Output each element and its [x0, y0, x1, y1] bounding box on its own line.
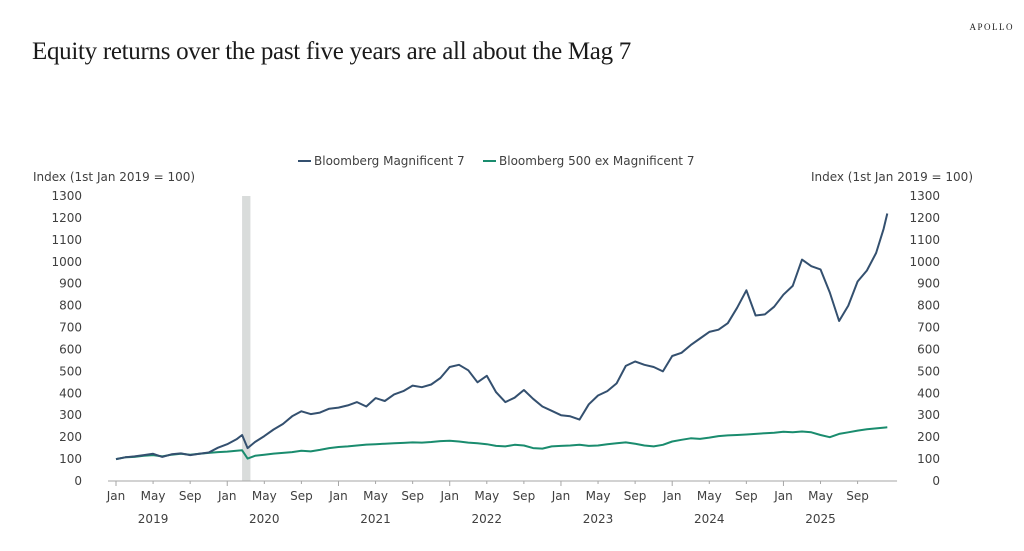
x-year-label: 2020 [249, 512, 280, 526]
series-layer [115, 213, 889, 461]
x-tick-label: Jan [439, 489, 459, 503]
y-tick-left: 300 [59, 408, 82, 422]
x-tick-label: Sep [290, 489, 313, 503]
x-tick-label: Sep [179, 489, 202, 503]
y-tick-left: 1300 [51, 189, 82, 203]
y-tick-left: 1200 [51, 211, 82, 225]
y-tick-right: 900 [917, 277, 940, 291]
x-year-label: 2024 [694, 512, 725, 526]
x-tick-label: May [363, 489, 388, 503]
y-tick-right: 100 [917, 452, 940, 466]
y-tick-right: 200 [917, 430, 940, 444]
y-axis-title-right: Index (1st Jan 2019 = 100) [811, 170, 973, 184]
x-tick-label: May [697, 489, 722, 503]
shaded-region-0 [242, 196, 251, 481]
series-line-ex-mag7 [115, 426, 888, 461]
x-year-label: 2025 [805, 512, 836, 526]
shaded-region-layer [242, 196, 251, 481]
x-year-label: 2023 [583, 512, 614, 526]
y-tick-left: 800 [59, 299, 82, 313]
y-tick-right: 300 [917, 408, 940, 422]
axis-layer: 0 0 100 100 200 200 300 300 400 400 500 500 600 600 70… [51, 189, 940, 526]
y-tick-left: 0 [74, 474, 82, 488]
x-year-label: 2021 [360, 512, 391, 526]
x-tick-label: Jan [662, 489, 682, 503]
y-tick-left: 100 [59, 452, 82, 466]
x-tick-label: May [474, 489, 499, 503]
y-tick-right: 700 [917, 321, 940, 335]
legend-label-ex-mag7: Bloomberg 500 ex Magnificent 7 [499, 154, 694, 168]
legend: Bloomberg Magnificent 7 Bloomberg 500 ex… [298, 154, 694, 168]
x-tick-label: May [141, 489, 166, 503]
x-year-label: 2019 [138, 512, 169, 526]
y-tick-right: 1300 [909, 189, 940, 203]
y-axis-title-left: Index (1st Jan 2019 = 100) [33, 170, 195, 184]
brand-logo: APOLLO [969, 22, 1014, 32]
y-tick-left: 1000 [51, 255, 82, 269]
x-tick-label: Jan [773, 489, 793, 503]
x-tick-label: Sep [401, 489, 424, 503]
y-tick-right: 500 [917, 364, 940, 378]
y-tick-left: 900 [59, 277, 82, 291]
page-title: Equity returns over the past five years … [32, 38, 631, 65]
y-tick-left: 400 [59, 386, 82, 400]
x-tick-label: Sep [513, 489, 536, 503]
y-tick-right: 0 [932, 474, 940, 488]
x-tick-label: Sep [735, 489, 758, 503]
x-tick-label: Sep [846, 489, 869, 503]
x-year-label: 2022 [472, 512, 503, 526]
x-tick-label: Jan [217, 489, 237, 503]
x-tick-label: May [252, 489, 277, 503]
y-tick-left: 700 [59, 321, 82, 335]
y-tick-right: 1200 [909, 211, 940, 225]
y-tick-left: 200 [59, 430, 82, 444]
y-tick-left: 1100 [51, 233, 82, 247]
x-tick-label: Jan [106, 489, 126, 503]
y-tick-left: 600 [59, 342, 82, 356]
y-tick-right: 600 [917, 342, 940, 356]
x-tick-label: Jan [551, 489, 571, 503]
x-tick-label: Jan [328, 489, 348, 503]
series-line-mag7 [115, 213, 889, 461]
y-tick-right: 1000 [909, 255, 940, 269]
x-tick-label: May [586, 489, 611, 503]
y-tick-left: 500 [59, 364, 82, 378]
y-tick-right: 400 [917, 386, 940, 400]
x-tick-label: Sep [624, 489, 647, 503]
legend-label-mag7: Bloomberg Magnificent 7 [314, 154, 465, 168]
y-tick-right: 800 [917, 299, 940, 313]
x-tick-label: May [808, 489, 833, 503]
y-tick-right: 1100 [909, 233, 940, 247]
